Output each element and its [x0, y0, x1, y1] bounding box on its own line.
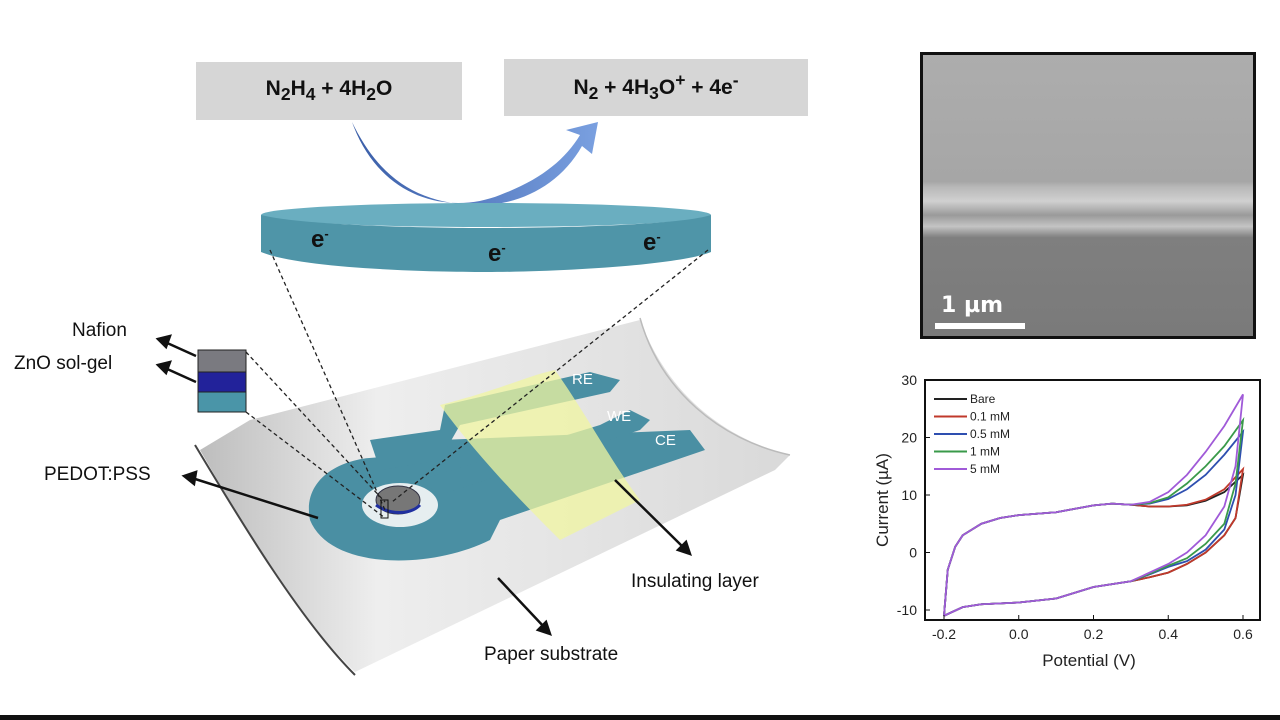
- eq-part: + 4H: [598, 76, 650, 100]
- electron-charge: -: [501, 240, 506, 255]
- we-label: WE: [607, 408, 632, 425]
- zno-label: ZnO sol-gel: [14, 353, 113, 374]
- eq-sub: 2: [588, 83, 599, 104]
- eq-part: O: [658, 76, 676, 100]
- electron-symbol: e: [488, 240, 502, 267]
- legend: Bare 0.1 mM 0.5 mM 1 mM 5 mM: [934, 392, 1010, 476]
- eq-part: N: [265, 76, 281, 100]
- legend-label: 5 mM: [970, 462, 1000, 476]
- series-line-0: [943, 472, 1245, 617]
- reactants-box: N2H4 + 4H2O: [196, 62, 462, 120]
- sensor-diagram: [155, 122, 791, 676]
- y-tick-label: 10: [901, 487, 917, 503]
- pedot-label: PEDOT:PSS: [44, 464, 151, 485]
- eq-sub: 2: [280, 84, 291, 105]
- ce-label: CE: [655, 432, 676, 449]
- pedot-layer: [197, 391, 247, 413]
- products-equation: N2 + 4H3O+ + 4e-: [573, 70, 738, 104]
- electron-symbol: e: [643, 229, 657, 256]
- nafion-layer: [197, 349, 247, 373]
- y-tick-label: 0: [909, 545, 917, 561]
- x-tick-label: 0.2: [1084, 626, 1104, 642]
- plot-lines: [943, 393, 1245, 617]
- electrode-disk: [261, 215, 711, 272]
- legend-label: 0.5 mM: [970, 427, 1010, 441]
- x-tick-label: -0.2: [932, 626, 956, 642]
- y-tick-label: 30: [901, 372, 917, 388]
- eq-part: N: [573, 76, 589, 100]
- sem-image: 1 µm: [920, 52, 1256, 339]
- eq-part: + 4H: [315, 76, 367, 100]
- cv-chart: -0.2 0.0 0.2 0.4 0.6 -10 0 10 20 30 Bare 0.1 mM 0.5…: [873, 372, 1261, 670]
- insulating-label: Insulating layer: [631, 571, 759, 592]
- electron-label: e-: [488, 240, 506, 268]
- eq-sub: 3: [649, 83, 659, 104]
- legend-label: 1 mM: [970, 445, 1000, 459]
- scale-bar: [935, 323, 1025, 329]
- zno-layer: [197, 371, 247, 393]
- eq-sup: +: [675, 70, 686, 91]
- products-box: N2 + 4H3O+ + 4e-: [504, 59, 808, 116]
- electrode-disk-top: [261, 203, 711, 227]
- plot-frame: [924, 379, 1261, 621]
- x-tick-label: 0.4: [1159, 626, 1179, 642]
- electron-label: e-: [643, 229, 661, 257]
- eq-part: H: [290, 76, 306, 100]
- eq-part: O: [375, 76, 393, 100]
- electron-charge: -: [324, 226, 329, 241]
- y-tick-label: -10: [897, 602, 917, 618]
- eq-sup: -: [732, 70, 739, 91]
- series-line-4: [943, 393, 1244, 617]
- insulating-layer: [440, 370, 640, 540]
- axis-ticks: -0.2 0.0 0.2 0.4 0.6 -10 0 10 20 30: [897, 372, 1253, 642]
- paper-label: Paper substrate: [484, 644, 619, 665]
- x-tick-label: 0.0: [1009, 626, 1029, 642]
- electron-charge: -: [656, 229, 661, 244]
- working-electrode: [375, 485, 421, 515]
- eq-part: + 4e: [685, 76, 733, 100]
- reaction-arrow: [352, 122, 598, 205]
- eq-sub: 4: [305, 84, 316, 105]
- x-tick-label: 0.6: [1233, 626, 1253, 642]
- eq-sub: 2: [366, 84, 376, 105]
- legend-label: 0.1 mM: [970, 410, 1010, 424]
- electron-label: e-: [311, 226, 329, 254]
- electron-symbol: e: [311, 226, 325, 253]
- y-axis-label: Current (µA): [873, 453, 892, 547]
- reactants-equation: N2H4 + 4H2O: [266, 77, 393, 105]
- bottom-bar: [0, 715, 1280, 720]
- series-line-2: [943, 428, 1245, 617]
- legend-label: Bare: [970, 392, 996, 406]
- scale-bar-label: 1 µm: [941, 293, 1004, 318]
- y-tick-label: 20: [901, 430, 917, 446]
- x-axis-label: Potential (V): [1042, 651, 1136, 670]
- nafion-label: Nafion: [72, 320, 127, 341]
- re-label: RE: [572, 371, 593, 388]
